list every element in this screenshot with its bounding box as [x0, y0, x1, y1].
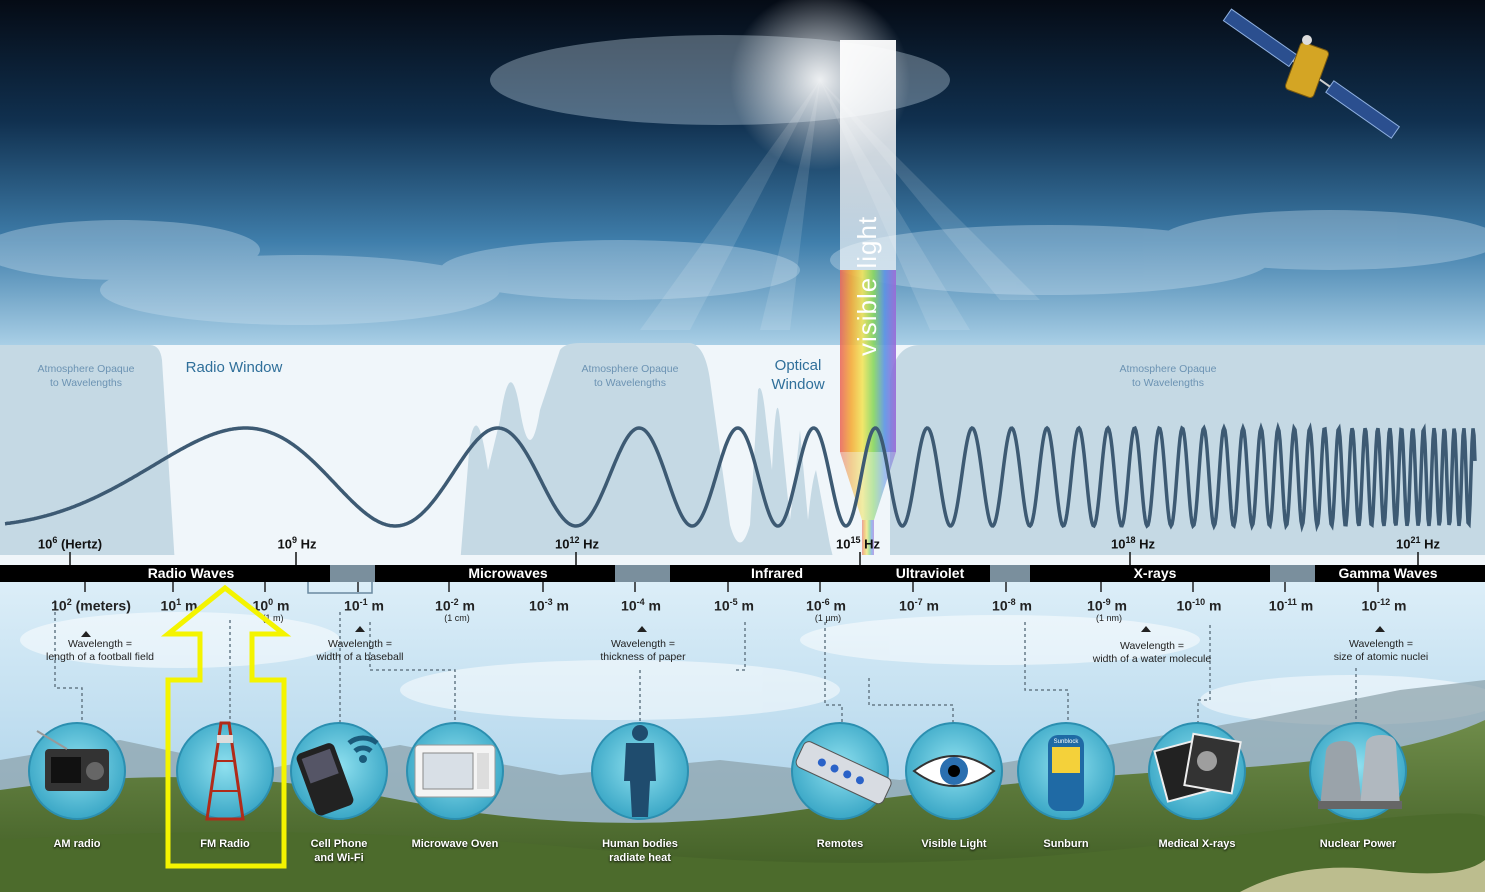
wavelength-label: 10-4 m [621, 597, 661, 614]
wavelength-label: 10-2 m [435, 597, 475, 614]
wavelength-sublabel: (1 µm) [814, 613, 842, 623]
atmosphere-opaque-label-right: Atmosphere Opaque to Wavelengths [1119, 363, 1217, 389]
visible-light-label: visible light [852, 215, 882, 356]
icon-caption: Microwave Oven [411, 838, 499, 850]
icon-caption: FM Radio [200, 838, 250, 850]
human-body-icon [591, 722, 689, 820]
xray-film-icon [1148, 722, 1246, 820]
wavelength-comparison: Wavelength = size of atomic nuclei [1333, 638, 1429, 663]
wavelength-label: 10-12 m [1361, 597, 1407, 614]
cell-phone-icon [290, 722, 388, 820]
eye-icon [905, 722, 1003, 820]
icon-caption: Cell Phone and Wi-Fi [310, 838, 368, 864]
wavelength-label: 10-7 m [899, 597, 939, 614]
atmosphere-opaque-label-left: Atmosphere Opaque to Wavelengths [37, 363, 135, 389]
band-label: Radio Waves [147, 565, 235, 581]
wavelength-label: 10-5 m [714, 597, 754, 614]
frequency-label: 1012 Hz [555, 535, 599, 552]
wavelength-label: 102 (meters) [51, 597, 131, 614]
band-label: Gamma Waves [1338, 565, 1438, 581]
wavelength-label: 10-1 m [344, 597, 384, 614]
icon-caption: Sunburn [1043, 838, 1089, 850]
band-label: Ultraviolet [895, 565, 965, 581]
icon-caption: Medical X-rays [1158, 838, 1236, 850]
wavelength-sublabel: (1 cm) [444, 613, 470, 623]
am-radio-icon [28, 722, 126, 820]
cooling-tower-icon [1309, 722, 1407, 820]
icon-caption: Visible Light [921, 838, 987, 850]
icon-caption: Human bodies radiate heat [602, 838, 678, 864]
radio-window-label: Radio Window [185, 359, 283, 376]
wavelength-comparison: Wavelength = length of a football field [46, 638, 154, 663]
frequency-label: 109 Hz [277, 535, 317, 552]
wavelength-label: 10-3 m [529, 597, 569, 614]
wavelength-label: 10-9 m [1087, 597, 1127, 614]
frequency-label: 1018 Hz [1111, 535, 1155, 552]
fm-tower-icon [176, 721, 274, 821]
wavelength-comparison: Wavelength = width of a baseball [316, 638, 404, 663]
optical-window-label: Optical Window [771, 357, 825, 393]
frequency-label: 1015 Hz [836, 535, 880, 552]
wavelength-label: 10-10 m [1176, 597, 1222, 614]
band-label: X-rays [1133, 565, 1177, 581]
frequency-label: 106 (Hertz) [37, 535, 103, 552]
band-label: Infrared [750, 565, 804, 581]
icon-caption: AM radio [53, 838, 101, 850]
icon-caption: Remotes [816, 838, 864, 850]
microwave-oven-icon [406, 722, 504, 820]
icon-caption: Nuclear Power [1319, 838, 1397, 850]
band-label: Microwaves [468, 565, 548, 581]
highlight-arrow [160, 584, 292, 869]
wavelength-comparison: Wavelength = width of a water molecule [1092, 640, 1212, 665]
wavelength-comparison: Wavelength = thickness of paper [600, 638, 686, 663]
atmosphere-opaque-label-mid: Atmosphere Opaque to Wavelengths [581, 363, 679, 389]
wavelength-label: 10-8 m [992, 597, 1032, 614]
wavelength-label: 10-11 m [1268, 597, 1314, 614]
wavelength-sublabel: (1 m) [262, 613, 284, 623]
satellite-icon [1222, 8, 1401, 139]
remote-control-icon [791, 722, 892, 820]
sunblock-icon: Sunblock [1017, 722, 1115, 820]
sunblock-label: Sunblock [1054, 739, 1080, 745]
frequency-label: 1021 Hz [1396, 535, 1440, 552]
wavelength-label: 10-6 m [806, 597, 846, 614]
wavelength-sublabel: (1 nm) [1095, 613, 1123, 623]
